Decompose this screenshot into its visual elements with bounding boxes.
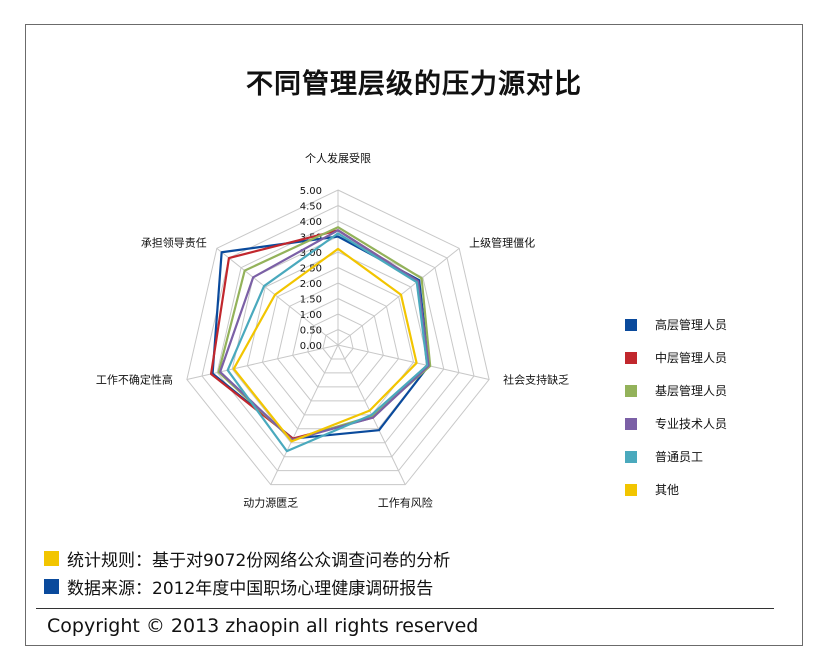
grid-ring: [322, 328, 354, 360]
legend-label: 其他: [655, 483, 680, 497]
axis-label: 承担领导责任: [141, 235, 207, 249]
grid-ring: [307, 313, 369, 374]
grid-ring: [277, 282, 399, 402]
radar-grid: [186, 189, 490, 486]
note-square-icon: [44, 579, 59, 594]
tick-label: 5.00: [300, 186, 322, 197]
note-text: 数据来源：2012年度中国职场心理健康调研报告: [67, 579, 434, 599]
axis-label: 动力源匮乏: [243, 496, 298, 510]
axis-label: 上级管理僵化: [469, 235, 535, 249]
grid-ring: [292, 297, 384, 388]
legend-swatch: [625, 450, 637, 463]
grid-spoke: [270, 344, 339, 485]
grid-ring: [186, 189, 490, 486]
grid-spoke: [337, 344, 490, 380]
legend-label: 中层管理人员: [655, 351, 728, 365]
chart-frame: [25, 24, 803, 646]
legend-item: 专业技术人员: [625, 407, 727, 440]
legend-item: 普通员工: [625, 440, 727, 473]
legend-swatch: [625, 351, 637, 364]
legend-swatch: [625, 417, 637, 430]
grid-ring: [261, 266, 415, 416]
series-line-3: [219, 229, 430, 442]
tick-label: 4.50: [300, 202, 322, 213]
tick-label: 0.50: [300, 326, 322, 337]
legend-swatch: [625, 318, 637, 331]
grid-ring: [231, 235, 445, 444]
chart-legend: 高层管理人员 中层管理人员 基层管理人员 专业技术人员 普通员工其他: [625, 308, 727, 506]
tick-label: 2.00: [300, 279, 322, 290]
note-data-source: 数据来源：2012年度中国职场心理健康调研报告: [44, 574, 433, 599]
grid-ring: [216, 220, 460, 458]
axis-label: 工作有风险: [378, 496, 433, 510]
legend-label: 基层管理人员: [655, 384, 728, 398]
legend-label: 专业技术人员: [655, 417, 728, 431]
note-statistics-rule: 统计规则：基于对9072份网络公众调查问卷的分析: [44, 546, 450, 571]
chart-title: 不同管理层级的压力源对比: [246, 69, 582, 100]
tick-label: 1.50: [300, 295, 322, 306]
legend-swatch: [625, 483, 637, 496]
radar-series: [209, 226, 432, 453]
legend-item: 其他: [625, 473, 727, 506]
tick-label: 4.00: [300, 217, 322, 228]
legend-item: 高层管理人员: [625, 308, 727, 341]
series-line-4: [226, 232, 429, 453]
tick-label: 1.00: [300, 310, 322, 321]
series-line-5: [232, 247, 418, 443]
note-square-icon: [44, 551, 59, 566]
copyright-text: Copyright © 2013 zhaopin all rights rese…: [47, 615, 479, 637]
series-line-0: [211, 235, 430, 440]
grid-spoke: [216, 247, 339, 346]
legend-label: 普通员工: [655, 450, 704, 464]
axis-label: 个人发展受限: [305, 151, 371, 165]
tick-label: 0.00: [300, 341, 322, 352]
legend-swatch: [625, 384, 637, 397]
axis-label: 社会支持缺乏: [503, 372, 569, 386]
legend-item: 中层管理人员: [625, 341, 727, 374]
axis-label: 工作不确定性高: [96, 372, 173, 386]
divider: [36, 608, 774, 609]
grid-spoke: [337, 247, 460, 346]
legend-item: 基层管理人员: [625, 374, 727, 407]
legend-label: 高层管理人员: [655, 318, 728, 332]
note-text: 统计规则：基于对9072份网络公众调查问卷的分析: [67, 551, 451, 571]
grid-ring: [201, 204, 475, 472]
